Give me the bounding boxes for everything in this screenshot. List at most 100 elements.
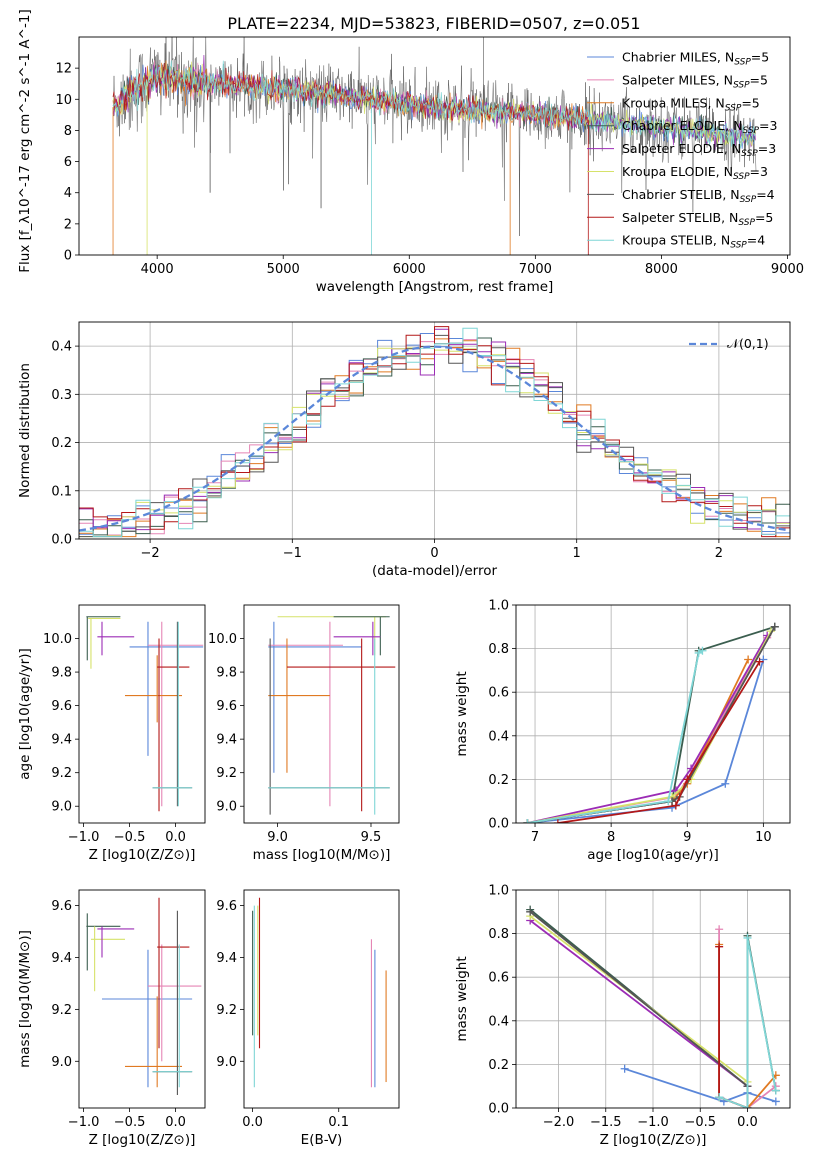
chart-mass-vs-Z: −1.0 −0.5 0.0 9.0 9.2 9.4 9.6 Z [log10(Z/Z⊙)] ma… bbox=[17, 889, 206, 1148]
x-tick-label: −1.0 bbox=[68, 1115, 100, 1130]
y-tick-label: 0.1 bbox=[51, 484, 72, 499]
y-tick-label: 10 bbox=[55, 93, 72, 108]
x-axis-label: Z [log10(Z/Z⊙)] bbox=[89, 1132, 196, 1148]
y-tick-label: 4 bbox=[64, 186, 72, 201]
x-tick-label: 9000 bbox=[771, 262, 804, 277]
y-tick-label: 0.2 bbox=[488, 1058, 509, 1073]
y-tick-label: 9.6 bbox=[51, 899, 72, 914]
series-marker bbox=[771, 1097, 780, 1106]
y-axis-label: Normed distribution bbox=[17, 363, 33, 498]
series-line bbox=[718, 937, 777, 1108]
legend-entry: Kroupa ELODIE, NSSP=3 bbox=[622, 164, 768, 182]
legend-entry: Salpeter STELIB, NSSP=5 bbox=[622, 210, 773, 228]
series-marker bbox=[715, 1093, 724, 1102]
plot-area bbox=[268, 616, 396, 815]
axes-frame bbox=[515, 604, 791, 824]
y-tick-label: 9.8 bbox=[51, 666, 72, 681]
y-tick-label: 9.6 bbox=[51, 699, 72, 714]
y-axis-label: age [log10(age/yr)] bbox=[17, 648, 33, 780]
x-tick-label: 0.0 bbox=[737, 1115, 758, 1130]
y-tick-label: 0.8 bbox=[488, 642, 509, 657]
x-axis-label: Z [log10(Z/Z⊙)] bbox=[600, 1132, 707, 1148]
y-tick-label: 0.6 bbox=[488, 971, 509, 986]
y-tick-label: 0.0 bbox=[51, 533, 72, 548]
y-axis-label: mass weight bbox=[454, 671, 470, 756]
series-marker bbox=[744, 655, 753, 664]
series-marker bbox=[770, 622, 779, 631]
x-tick-label: −1.0 bbox=[637, 1115, 669, 1130]
x-tick-label: 0.0 bbox=[165, 1115, 186, 1130]
x-tick-label: 4000 bbox=[141, 262, 174, 277]
chart-age-vs-mass: 9.0 9.5 9.0 9.2 9.4 9.6 9.8 10.0 mass [log10(M/M… bbox=[208, 604, 400, 863]
series-line bbox=[527, 659, 765, 823]
axes-frame bbox=[78, 604, 206, 824]
y-tick-label: 0.0 bbox=[488, 1102, 509, 1117]
y-tick-label: 0.4 bbox=[488, 729, 509, 744]
series-marker bbox=[620, 1064, 629, 1073]
series-line bbox=[527, 625, 776, 823]
y-tick-label: 9.0 bbox=[216, 800, 237, 815]
y-tick-label: 9.6 bbox=[216, 699, 237, 714]
y-tick-label: 1.0 bbox=[488, 599, 509, 614]
y-tick-label: 9.6 bbox=[216, 899, 237, 914]
axes-frame bbox=[243, 889, 400, 1109]
series-marker bbox=[715, 925, 724, 934]
plot-area bbox=[86, 616, 204, 812]
y-tick-label: 9.2 bbox=[216, 1003, 237, 1018]
legend-entry: Chabrier ELODIE, NSSP=3 bbox=[622, 118, 777, 136]
y-tick-label: 9.4 bbox=[51, 733, 72, 748]
x-tick-label: 8 bbox=[607, 830, 615, 845]
chart-mass-vs-EBV: 0.0 0.1 9.0 9.2 9.4 9.6 E(B-V) bbox=[216, 889, 400, 1148]
x-tick-label: −1 bbox=[283, 546, 302, 561]
normal-curve bbox=[79, 345, 790, 532]
series-marker bbox=[743, 933, 752, 942]
x-tick-label: 0.1 bbox=[328, 1115, 349, 1130]
x-tick-label: 5000 bbox=[267, 262, 300, 277]
x-tick-label: −2.0 bbox=[543, 1115, 575, 1130]
x-tick-label: 0 bbox=[430, 546, 438, 561]
axes-frame bbox=[78, 889, 206, 1109]
x-tick-label: −2 bbox=[141, 546, 160, 561]
series-line bbox=[529, 919, 749, 1108]
chart-massweight-vs-age: 7 8 9 10 0.0 0.2 0.4 0.6 0.8 1.0 age [log10(age/yr… bbox=[454, 599, 791, 863]
plot-area bbox=[516, 890, 790, 1108]
histogram-step bbox=[79, 327, 790, 538]
x-tick-label: 0.0 bbox=[165, 830, 186, 845]
plot-area bbox=[112, 37, 757, 255]
spectrum-line bbox=[112, 60, 756, 149]
legend-entry: Chabrier MILES, NSSP=5 bbox=[622, 50, 769, 68]
series-marker bbox=[698, 646, 707, 655]
y-tick-label: 0.2 bbox=[488, 773, 509, 788]
x-tick-label: 1 bbox=[573, 546, 581, 561]
x-tick-label: 0.0 bbox=[242, 1115, 263, 1130]
y-tick-label: 9.2 bbox=[51, 1003, 72, 1018]
y-tick-label: 9.2 bbox=[51, 766, 72, 781]
series-line bbox=[527, 630, 772, 823]
x-tick-label: 9 bbox=[683, 830, 691, 845]
series-line bbox=[527, 637, 768, 823]
y-tick-label: 0.6 bbox=[488, 686, 509, 701]
x-axis-label: age [log10(age/yr)] bbox=[587, 847, 719, 863]
series-line bbox=[527, 650, 703, 823]
series-marker bbox=[721, 779, 730, 788]
x-tick-label: 2 bbox=[715, 546, 723, 561]
x-axis-label: (data-model)/error bbox=[372, 563, 498, 579]
legend-entry: Chabrier STELIB, NSSP=4 bbox=[622, 187, 775, 205]
series-marker bbox=[771, 1086, 780, 1095]
legend-entry: Kroupa MILES, NSSP=5 bbox=[622, 95, 760, 113]
x-tick-label: −1.0 bbox=[68, 830, 100, 845]
x-tick-label: 9.5 bbox=[361, 830, 382, 845]
x-axis-label: wavelength [Angstrom, rest frame] bbox=[316, 279, 554, 295]
chart-spectrum: 4000 5000 6000 7000 8000 9000 0 2 4 6 8 10 12 wavelen… bbox=[17, 9, 804, 295]
x-tick-label: 6000 bbox=[393, 262, 426, 277]
x-tick-label: −1.5 bbox=[590, 1115, 622, 1130]
y-tick-label: 9.0 bbox=[216, 1055, 237, 1070]
series-marker bbox=[715, 942, 724, 951]
series-marker bbox=[523, 819, 532, 823]
y-tick-label: 10.0 bbox=[208, 632, 237, 647]
x-tick-label: 10 bbox=[755, 830, 772, 845]
y-tick-label: 0.4 bbox=[488, 1014, 509, 1029]
y-tick-label: 9.4 bbox=[51, 951, 72, 966]
x-axis-label: mass [log10(M/M⊙)] bbox=[253, 847, 391, 863]
